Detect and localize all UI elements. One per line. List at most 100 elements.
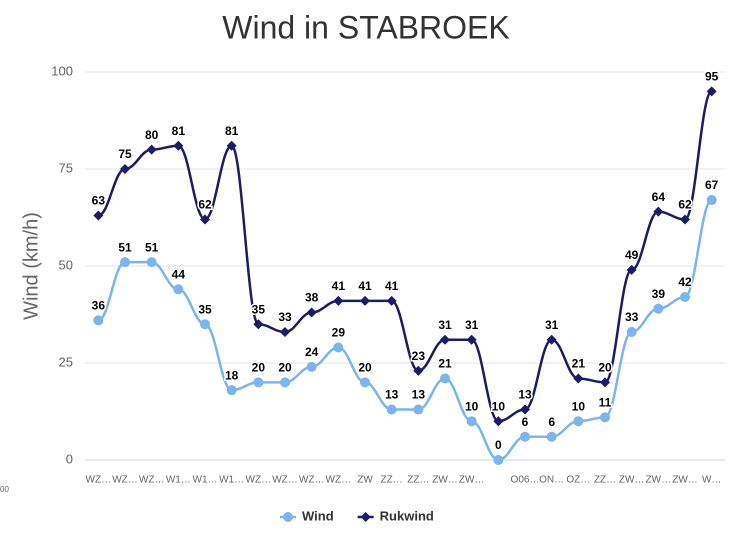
point [493,416,504,427]
x-tick-label: WZ… [139,475,165,486]
y-tick-label: 75 [59,160,73,175]
data-label: 33 [625,310,639,324]
point [466,416,477,427]
data-label: 31 [438,318,452,332]
x-tick-label: W1… [166,475,191,486]
y-tick-label: 100 [51,63,73,78]
data-label: 67 [705,178,719,192]
data-label: 23 [412,349,426,363]
x-tick-label: ZZ… [594,475,616,486]
data-label: 10 [492,399,506,413]
data-label: 13 [412,388,426,402]
x-tick-label: WZ… [246,475,272,486]
data-label: 0 [495,438,502,452]
x-tick-label: WZ… [326,475,352,486]
point [280,326,290,337]
x-tick-label: ZW… [672,475,698,486]
legend-marker [360,512,371,522]
point [706,86,717,97]
x-tick-label: WZ… [112,475,138,486]
point [680,214,690,225]
data-label: 62 [198,198,212,212]
data-label: 6 [522,415,529,429]
data-label: 10 [465,399,479,413]
x-tick-label: ZZ… [407,475,429,486]
point [93,210,104,221]
data-label: 36 [92,298,106,312]
point [440,334,450,345]
x-tick-label: W… [702,475,721,486]
data-label: 49 [625,248,639,262]
data-label: 41 [385,279,399,293]
data-label: 13 [518,388,532,402]
point [653,206,664,217]
point [120,257,130,268]
data-label: 62 [678,198,692,212]
data-label: 75 [118,147,132,161]
data-label: 80 [145,128,159,142]
data-label: 35 [198,302,212,316]
data-label: 81 [225,124,239,138]
data-label: 24 [305,345,319,359]
point [146,144,157,155]
point [440,373,450,384]
legend-marker [283,512,293,522]
point [626,326,637,337]
x-tick-label: WZ… [272,475,298,486]
point [253,319,264,330]
x-tick-label: ZW… [432,475,458,486]
data-label: 44 [172,267,186,281]
data-label: 20 [358,361,372,375]
point [706,195,717,206]
x-tick-label: W1… [219,475,244,486]
point [386,404,397,415]
point [360,295,370,306]
point [600,377,610,388]
y-tick-label: 25 [59,354,73,369]
point [173,140,184,151]
data-label: 20 [252,361,266,375]
x-tick-label: ZW… [646,475,672,486]
data-label: 21 [438,357,452,371]
data-label: 41 [358,279,372,293]
y-axis-label: Wind (km/h) [20,212,42,320]
data-label: 18 [225,368,239,382]
x-tick-label: ON… [539,475,564,486]
data-label: 20 [598,361,612,375]
series-line [97,198,713,462]
point [573,373,584,384]
point [413,365,424,376]
point [626,264,637,275]
y-tick-label: 50 [59,257,73,272]
x-tick-label: WZ… [299,475,325,486]
data-label: 42 [678,275,692,289]
point [306,307,317,318]
data-label: 6 [548,415,555,429]
point [520,404,530,415]
annotation: 00 [0,485,9,494]
data-label: 20 [278,361,292,375]
x-tick-label: O06… [511,475,540,486]
point [520,431,530,442]
data-label: 13 [385,388,399,402]
point [653,303,664,314]
data-label: 38 [305,291,319,305]
point [413,404,424,415]
data-label: 35 [252,302,266,316]
point [333,295,344,306]
y-tick-label: 0 [66,451,73,466]
point [546,431,557,442]
point [333,342,344,353]
point [93,315,104,326]
data-label: 51 [145,240,159,254]
point [680,292,690,303]
data-label: 64 [652,190,666,204]
data-label: 33 [278,310,292,324]
point [546,334,557,345]
data-label: 41 [332,279,346,293]
point [306,361,317,372]
x-tick-label: ZZ… [381,475,403,486]
point [120,164,130,174]
data-label: 21 [572,357,586,371]
